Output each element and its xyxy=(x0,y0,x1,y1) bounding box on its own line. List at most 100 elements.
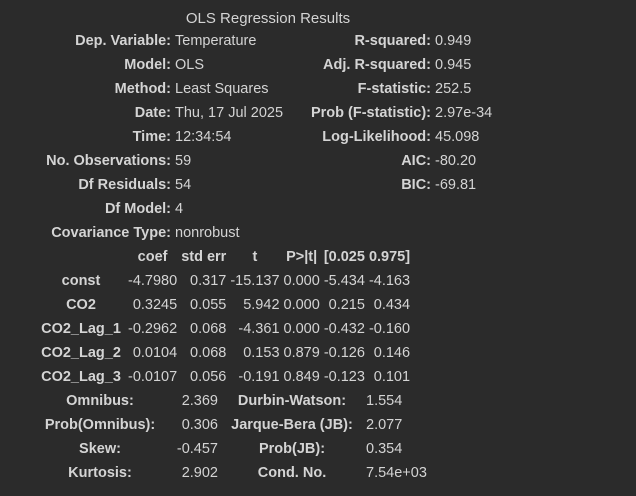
summary-stat-label: Prob (F-statistic): xyxy=(310,105,431,121)
summary-value: 59 xyxy=(175,153,192,169)
coefficient-value: -4.163 xyxy=(368,273,411,289)
diagnostic-value: 0.306 xyxy=(181,417,218,433)
diagnostic-label: Cond. No. xyxy=(257,465,327,481)
summary-stat-value: 252.5 xyxy=(435,81,472,97)
summary-label: No. Observations: xyxy=(46,153,171,169)
summary-stat-value: -80.20 xyxy=(435,153,477,169)
summary-value: Thu, 17 Jul 2025 xyxy=(175,105,284,121)
diagnostic-label: Kurtosis: xyxy=(68,465,132,481)
diagnostics-row: Omnibus: 2.369 Durbin-Watson: 1.554 xyxy=(36,389,448,413)
coefficient-value: 0.068 xyxy=(190,345,227,361)
summary-label: Covariance Type: xyxy=(51,225,171,241)
model-summary-table: Dep. Variable: Temperature R-squared: 0.949… xyxy=(36,29,517,245)
summary-stat-label xyxy=(301,221,433,245)
diagnostic-value: 0.354 xyxy=(366,441,403,457)
coefficient-value: 0.068 xyxy=(190,321,227,337)
coefficient-value: -0.0107 xyxy=(128,369,178,385)
coefficient-value: -0.191 xyxy=(238,369,280,385)
coefficient-value: 0.000 xyxy=(283,321,320,337)
summary-stat-value: -69.81 xyxy=(435,177,477,193)
summary-value: nonrobust xyxy=(175,225,240,241)
summary-row: Method: Least Squares F-statistic: 252.5 xyxy=(36,77,517,101)
coefficient-value: 0.153 xyxy=(243,345,280,361)
coefficient-value: -4.7980 xyxy=(128,273,178,289)
diagnostic-value: 2.902 xyxy=(181,465,218,481)
summary-stat-value: 0.945 xyxy=(435,57,472,73)
coefficient-row: CO2_Lag_3 -0.0107 0.056 -0.191 0.849 -0.123 0.… xyxy=(36,365,412,389)
coefficient-value: 0.101 xyxy=(373,369,411,385)
coefficient-table: coef std err t P>|t| [0.025 0.975] const -4.79… xyxy=(36,245,412,389)
summary-stat-value: 2.97e-34 xyxy=(435,105,493,121)
diagnostics-table: Omnibus: 2.369 Durbin-Watson: 1.554 Prob(Omn… xyxy=(36,389,448,485)
summary-stat-value: 45.098 xyxy=(435,129,480,145)
summary-row: Df Residuals: 54 BIC: -69.81 xyxy=(36,173,517,197)
coefficient-value: 5.942 xyxy=(243,297,280,313)
coefficient-value: 0.3245 xyxy=(132,297,178,313)
summary-value: Temperature xyxy=(175,33,257,49)
summary-stat-label: R-squared: xyxy=(354,33,431,49)
variable-name: CO2_Lag_1 xyxy=(41,321,121,337)
coefficient-value: -0.123 xyxy=(323,369,365,385)
summary-row: Dep. Variable: Temperature R-squared: 0.949 xyxy=(36,29,517,53)
diagnostic-label: Durbin-Watson: xyxy=(237,393,347,409)
coefficient-value: 0.056 xyxy=(190,369,227,385)
coefficient-value: -15.137 xyxy=(230,273,280,289)
coefficient-value: 0.0104 xyxy=(132,345,178,361)
variable-name: CO2 xyxy=(66,297,96,313)
column-header: [0.025 xyxy=(323,249,365,265)
summary-label: Model: xyxy=(124,57,171,73)
diagnostics-row: Skew: -0.457 Prob(JB): 0.354 xyxy=(36,437,448,461)
coefficient-row: const -4.7980 0.317 -15.137 0.000 -5.434 -4.16… xyxy=(36,269,412,293)
summary-value: Least Squares xyxy=(175,81,269,97)
variable-name: CO2_Lag_3 xyxy=(41,369,121,385)
coefficient-value: -0.432 xyxy=(323,321,365,337)
diagnostic-label: Omnibus: xyxy=(66,393,134,409)
summary-value: OLS xyxy=(175,57,205,73)
summary-stat-value: 0.949 xyxy=(435,33,472,49)
coefficient-value: 0.215 xyxy=(328,297,365,313)
diagnostic-value: -0.457 xyxy=(176,441,218,457)
coefficient-value: -5.434 xyxy=(323,273,365,289)
summary-stat-label: Adj. R-squared: xyxy=(323,57,431,73)
diagnostic-label: Skew: xyxy=(79,441,121,457)
summary-label: Dep. Variable: xyxy=(75,33,171,49)
summary-row: Df Model: 4 xyxy=(36,197,517,221)
diagnostics-row: Prob(Omnibus): 0.306 Jarque-Bera (JB): 2.07… xyxy=(36,413,448,437)
variable-name: CO2_Lag_2 xyxy=(41,345,121,361)
summary-label: Time: xyxy=(132,129,171,145)
coefficient-row: CO2_Lag_1 -0.2962 0.068 -4.361 0.000 -0.432 -0… xyxy=(36,317,412,341)
summary-value: 4 xyxy=(175,201,184,217)
diagnostic-label: Jarque-Bera (JB): xyxy=(231,417,353,433)
summary-stat-label: F-statistic: xyxy=(357,81,431,97)
column-header: t xyxy=(252,249,258,265)
coefficient-value: 0.146 xyxy=(373,345,411,361)
column-header: P>|t| xyxy=(286,249,318,265)
summary-label: Method: xyxy=(114,81,171,97)
summary-label: Date: xyxy=(134,105,171,121)
summary-stat-label xyxy=(301,197,433,221)
coefficient-value: -4.361 xyxy=(238,321,280,337)
variable-name: const xyxy=(61,273,101,289)
diagnostic-value: 2.369 xyxy=(181,393,218,409)
summary-row: Model: OLS Adj. R-squared: 0.945 xyxy=(36,53,517,77)
coefficient-row: CO2 0.3245 0.055 5.942 0.000 0.215 0.434 xyxy=(36,293,412,317)
diagnostics-row: Kurtosis: 2.902 Cond. No. 7.54e+03 xyxy=(36,461,448,485)
diagnostic-label: Prob(JB): xyxy=(258,441,326,457)
summary-row: Date: Thu, 17 Jul 2025 Prob (F-statistic):… xyxy=(36,101,517,125)
summary-row: Covariance Type: nonrobust xyxy=(36,221,517,245)
summary-row: No. Observations: 59 AIC: -80.20 xyxy=(36,149,517,173)
coefficient-value: 0.000 xyxy=(283,273,320,289)
summary-stat-label: BIC: xyxy=(401,177,431,193)
coefficient-value: -0.160 xyxy=(368,321,411,337)
summary-value: 12:34:54 xyxy=(175,129,232,145)
summary-stat-value xyxy=(433,221,517,245)
diagnostic-label: Prob(Omnibus): xyxy=(44,417,156,433)
coefficient-value: -0.126 xyxy=(323,345,365,361)
summary-stat-value xyxy=(433,197,517,221)
summary-stat-label: AIC: xyxy=(401,153,431,169)
diagnostic-value: 2.077 xyxy=(366,417,403,433)
coefficient-value: 0.879 xyxy=(283,345,320,361)
column-header: 0.975] xyxy=(368,249,411,265)
coefficient-value: 0.317 xyxy=(190,273,227,289)
coefficient-header-row: coef std err t P>|t| [0.025 0.975] xyxy=(36,245,412,269)
